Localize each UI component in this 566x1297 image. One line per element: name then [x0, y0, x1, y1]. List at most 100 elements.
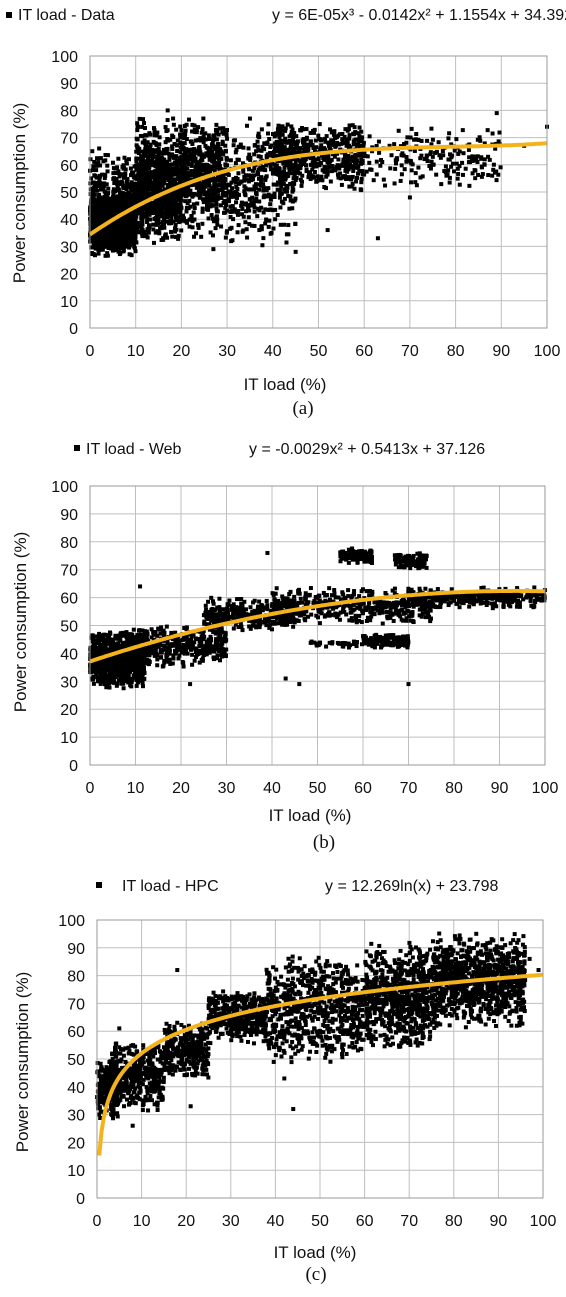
data-point — [200, 131, 204, 135]
y-tick-label: 100 — [51, 49, 78, 66]
data-point — [352, 138, 356, 142]
data-point — [121, 682, 125, 686]
data-point — [273, 217, 277, 221]
legend-marker — [74, 445, 80, 451]
data-point — [293, 197, 297, 201]
data-point — [207, 133, 211, 137]
data-point — [444, 174, 448, 178]
y-tick-label: 90 — [60, 76, 78, 93]
data-point — [136, 680, 140, 684]
data-point — [147, 131, 151, 135]
data-point — [174, 223, 178, 227]
data-point — [207, 137, 211, 141]
trendline-equation: y = 6E-05x³ - 0.0142x² + 1.1554x + 34.39… — [272, 7, 566, 24]
data-point — [145, 220, 149, 224]
data-point — [172, 168, 176, 172]
data-point — [120, 633, 124, 637]
data-point — [458, 150, 462, 154]
data-point — [116, 247, 120, 251]
data-point — [361, 170, 365, 174]
data-point — [456, 177, 460, 181]
legend-b: IT load - Web — [74, 441, 182, 458]
data-point — [93, 216, 97, 220]
data-point — [118, 196, 122, 200]
data-point — [200, 222, 204, 226]
data-point — [127, 213, 131, 217]
y-tick-label: 90 — [60, 507, 78, 524]
data-point — [193, 206, 197, 210]
data-point — [122, 660, 126, 664]
data-point — [320, 178, 324, 182]
data-point — [143, 190, 147, 194]
data-point — [476, 138, 480, 142]
data-point — [247, 215, 251, 219]
data-point — [314, 139, 318, 143]
data-point — [380, 160, 384, 164]
data-point — [468, 160, 472, 164]
data-point — [195, 172, 199, 176]
data-point — [375, 172, 379, 176]
data-point — [425, 153, 429, 157]
data-point — [495, 111, 499, 115]
data-point — [305, 136, 309, 140]
data-point — [194, 139, 198, 143]
x-tick-label: 60 — [354, 780, 372, 797]
data-point — [313, 170, 317, 174]
data-point — [178, 196, 182, 200]
data-point — [185, 123, 189, 127]
data-point — [171, 661, 175, 665]
data-point — [97, 252, 101, 256]
data-point — [255, 214, 259, 218]
data-point — [491, 131, 495, 135]
data-point — [115, 684, 119, 688]
data-point — [135, 195, 139, 199]
data-point — [103, 202, 107, 206]
data-point — [311, 129, 315, 133]
data-point — [339, 176, 343, 180]
data-point — [393, 181, 397, 185]
data-point — [183, 174, 187, 178]
data-point — [268, 202, 272, 206]
x-tick-label: 10 — [127, 343, 145, 360]
data-point — [168, 212, 172, 216]
data-point — [219, 224, 223, 228]
data-point — [89, 157, 93, 161]
data-point — [210, 204, 214, 208]
data-point — [414, 132, 418, 136]
data-point — [111, 669, 115, 673]
data-point — [185, 137, 189, 141]
data-point — [196, 125, 200, 129]
data-point — [355, 176, 359, 180]
data-point — [192, 202, 196, 206]
y-tick-label: 40 — [60, 212, 78, 229]
data-point — [129, 186, 133, 190]
y-axis-title: Power consumption (%) — [10, 103, 29, 283]
x-tick-label: 30 — [218, 780, 236, 797]
data-point — [348, 123, 352, 127]
data-point — [229, 210, 233, 214]
data-point — [207, 170, 211, 174]
y-tick-label: 60 — [60, 158, 78, 175]
data-point — [225, 128, 229, 132]
data-point — [207, 194, 211, 198]
data-point — [329, 138, 333, 142]
data-point — [400, 163, 404, 167]
data-point — [416, 138, 420, 142]
data-point — [165, 236, 169, 240]
data-point — [409, 159, 413, 163]
data-point — [250, 224, 254, 228]
data-point — [187, 199, 191, 203]
data-point — [167, 221, 171, 225]
data-point — [227, 173, 231, 177]
data-point — [245, 236, 249, 240]
data-point — [439, 182, 443, 186]
data-point — [486, 173, 490, 177]
data-point — [244, 186, 248, 190]
data-point — [129, 200, 133, 204]
data-point — [229, 215, 233, 219]
data-point — [355, 158, 359, 162]
data-point — [187, 118, 191, 122]
data-point — [215, 203, 219, 207]
data-point — [94, 164, 98, 168]
data-point — [289, 198, 293, 202]
